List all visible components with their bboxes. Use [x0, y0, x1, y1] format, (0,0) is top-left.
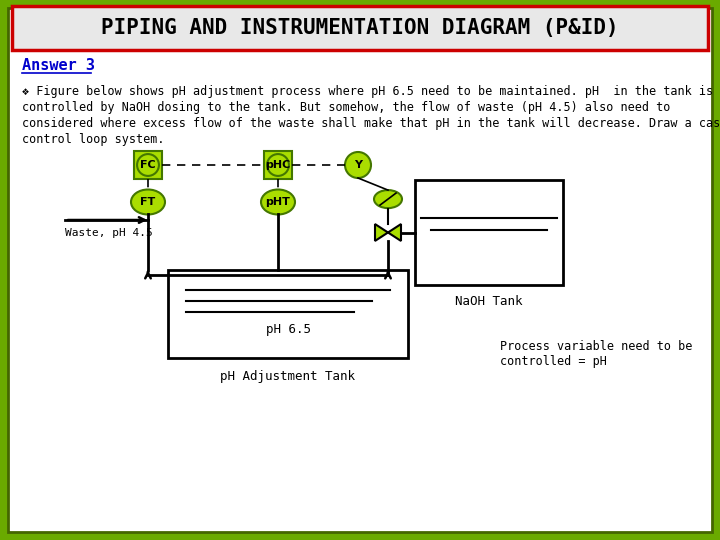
- Polygon shape: [388, 224, 401, 241]
- Polygon shape: [375, 224, 388, 241]
- Text: pH 6.5: pH 6.5: [266, 323, 310, 336]
- Text: FC: FC: [140, 160, 156, 170]
- Text: ❖ Figure below shows pH adjustment process where pH 6.5 need to be maintained. p: ❖ Figure below shows pH adjustment proce…: [22, 85, 713, 98]
- Text: control loop system.: control loop system.: [22, 133, 164, 146]
- Text: Answer 3: Answer 3: [22, 58, 95, 73]
- Text: Waste, pH 4.5: Waste, pH 4.5: [65, 228, 153, 238]
- Text: considered where excess flow of the waste shall make that pH in the tank will de: considered where excess flow of the wast…: [22, 117, 720, 130]
- Text: pH Adjustment Tank: pH Adjustment Tank: [220, 370, 356, 383]
- Text: pHT: pHT: [266, 197, 290, 207]
- Text: NaOH Tank: NaOH Tank: [455, 295, 523, 308]
- Circle shape: [137, 154, 159, 176]
- Text: controlled by NaOH dosing to the tank. But somehow, the flow of waste (pH 4.5) a: controlled by NaOH dosing to the tank. B…: [22, 101, 670, 114]
- Text: Y: Y: [354, 160, 362, 170]
- Text: PIPING AND INSTRUMENTATION DIAGRAM (P&ID): PIPING AND INSTRUMENTATION DIAGRAM (P&ID…: [102, 18, 618, 38]
- Bar: [264, 151, 292, 179]
- Bar: [12, 6, 708, 50]
- Circle shape: [267, 154, 289, 176]
- Bar: [134, 151, 162, 179]
- Text: pHC: pHC: [266, 160, 291, 170]
- Bar: [168, 270, 408, 358]
- Ellipse shape: [261, 190, 295, 214]
- Text: Process variable need to be
controlled = pH: Process variable need to be controlled =…: [500, 340, 693, 368]
- Bar: [415, 180, 563, 285]
- Ellipse shape: [131, 190, 165, 214]
- Circle shape: [345, 152, 371, 178]
- Ellipse shape: [374, 190, 402, 208]
- Text: FT: FT: [140, 197, 156, 207]
